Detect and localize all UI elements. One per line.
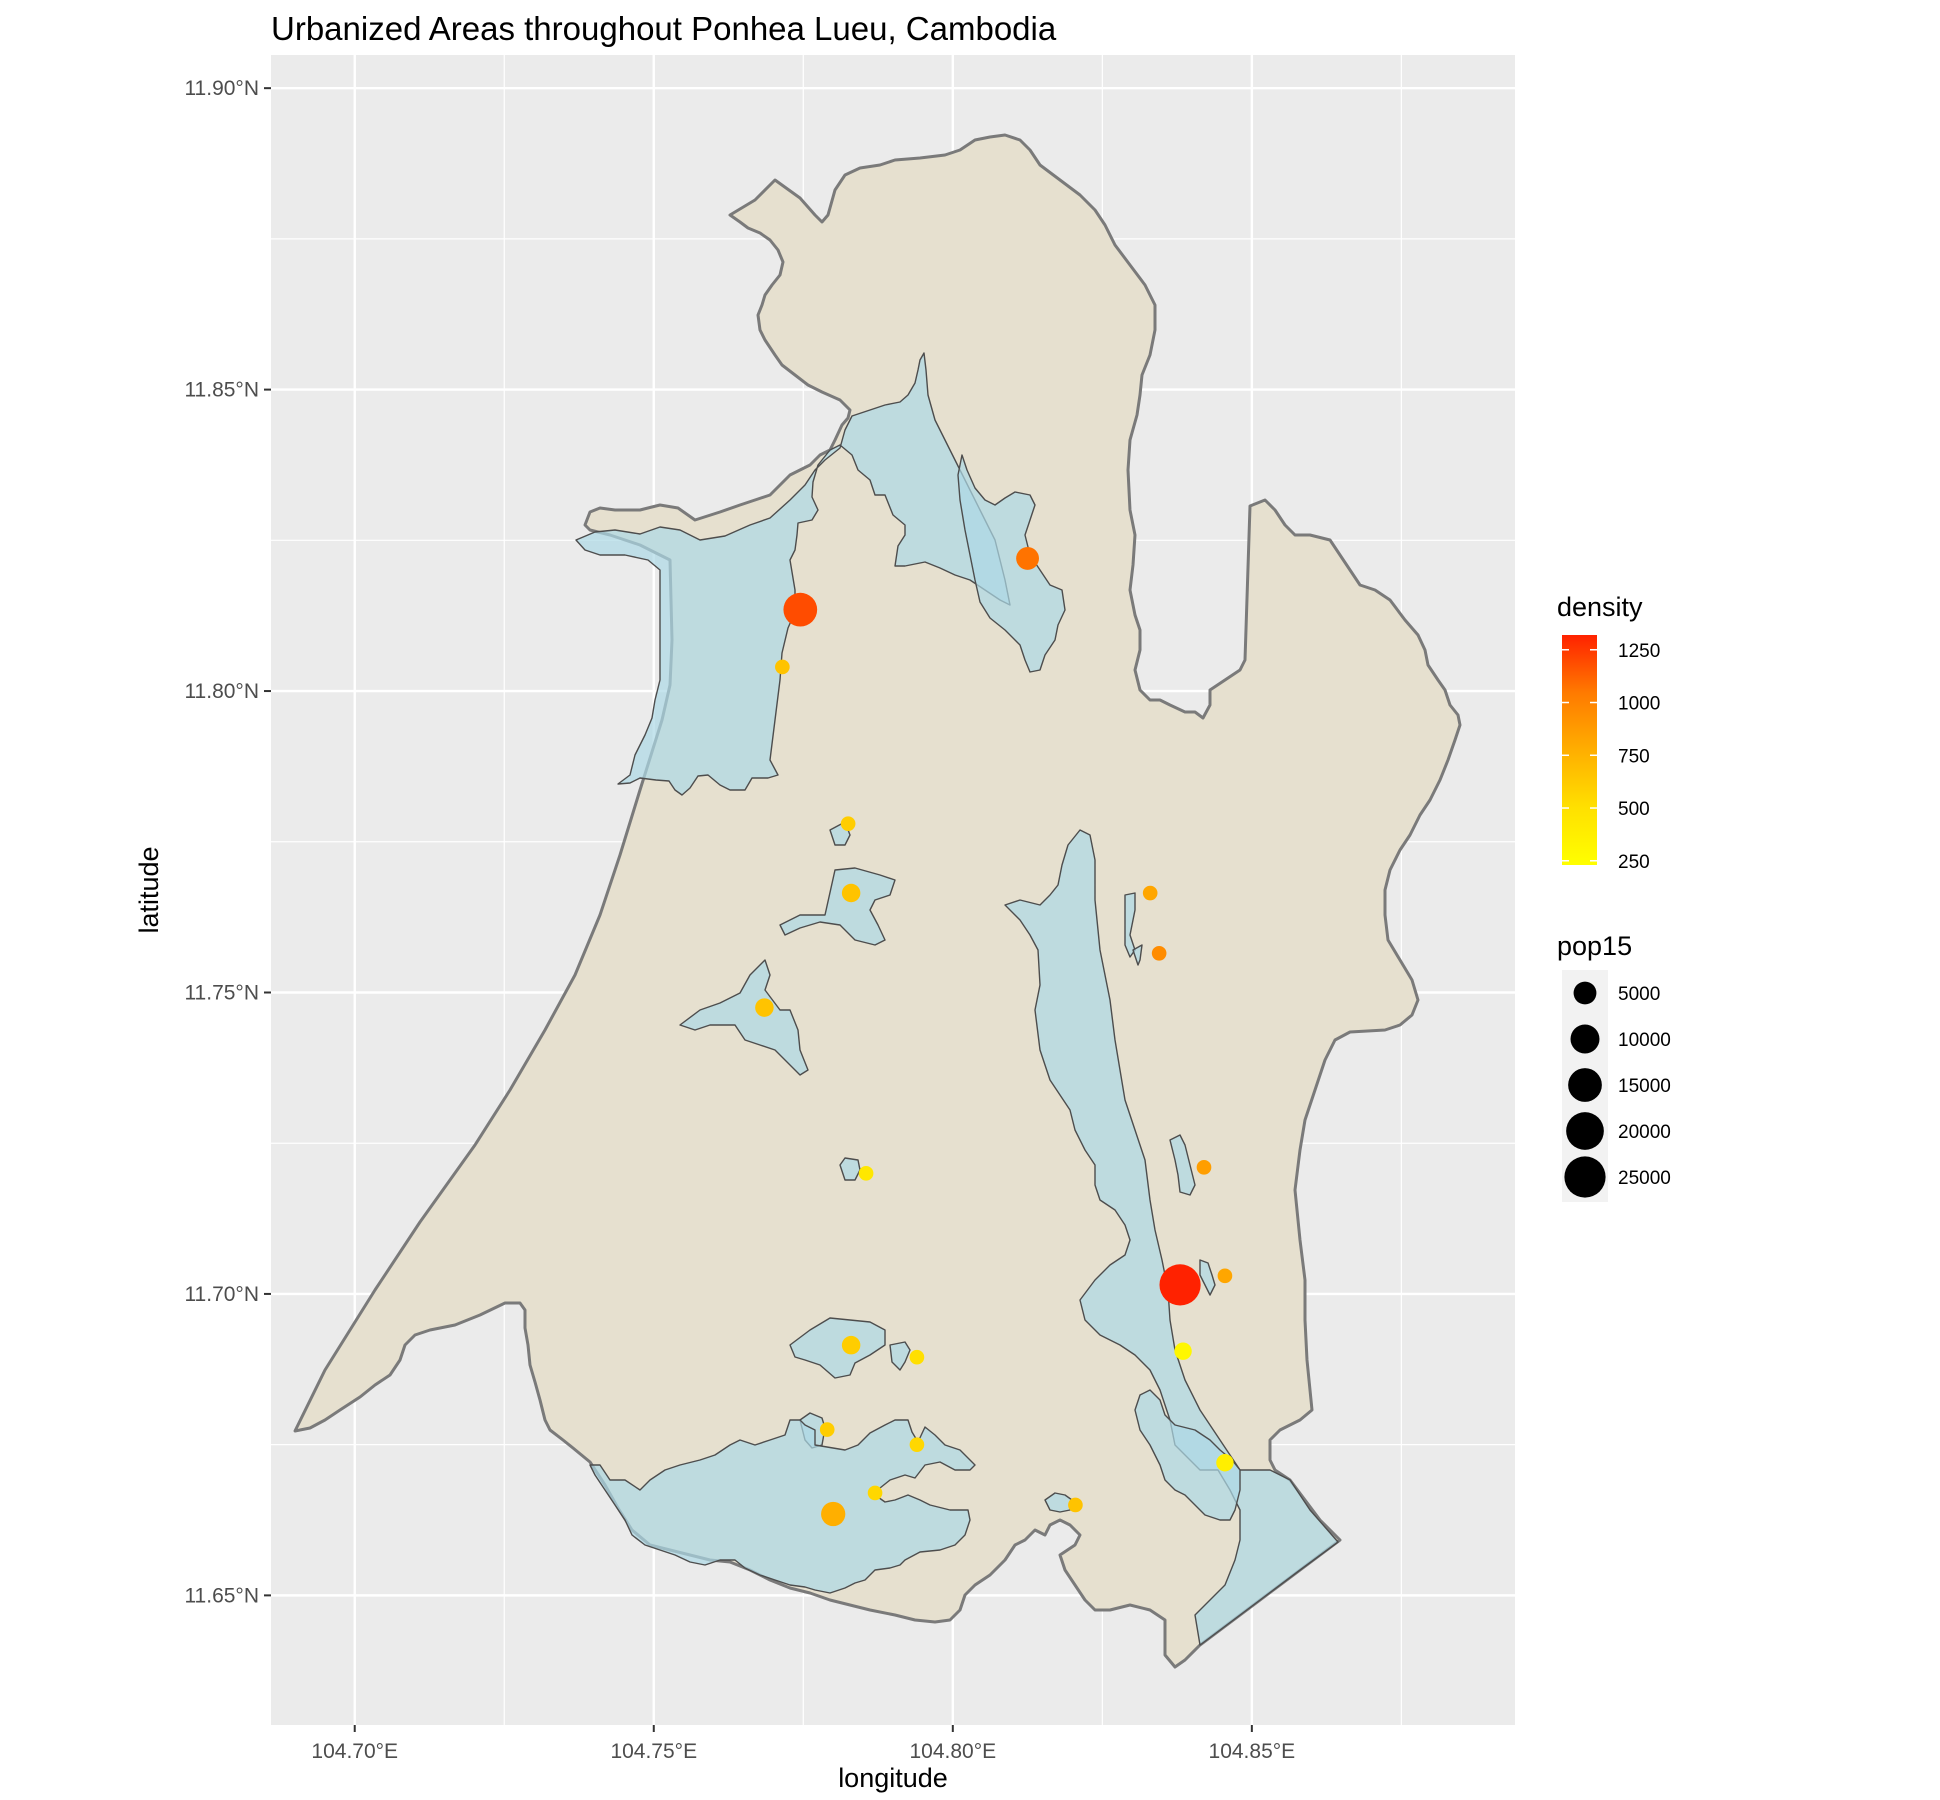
urban-area — [889, 1341, 911, 1371]
pop15-legend-key — [1573, 981, 1597, 1005]
urban-area — [1132, 944, 1143, 966]
pop15-legend-label: 20000 — [1618, 1122, 1671, 1143]
urban-point — [841, 1335, 861, 1355]
y-axis-title: latitude — [134, 846, 164, 933]
urban-point — [1196, 1160, 1212, 1175]
x-tick-label: 104.85°E — [1209, 1740, 1296, 1763]
urban-area — [1134, 1389, 1241, 1521]
urban-point — [775, 659, 790, 675]
y-tick-label: 11.75°N — [184, 981, 259, 1004]
urban-point — [1142, 885, 1158, 901]
urban-point — [1068, 1497, 1083, 1513]
urban-point — [867, 1485, 883, 1501]
chart-title: Urbanized Areas throughout Ponhea Lueu, … — [271, 10, 1057, 47]
pop15-legend: pop15 5000 10000 15000 20000 25000 — [1557, 931, 1671, 1202]
pop15-legend-key — [1570, 1024, 1600, 1054]
urban-point — [1216, 1454, 1234, 1472]
urban-point — [1016, 546, 1039, 570]
x-axis-title: longitude — [838, 1763, 948, 1793]
urban-point — [783, 592, 818, 627]
urban-point — [909, 1349, 925, 1365]
y-tick-label: 11.80°N — [184, 680, 259, 703]
urban-point — [841, 883, 861, 903]
density-legend-label: 1250 — [1618, 641, 1660, 662]
x-tick-label: 104.70°E — [311, 1740, 398, 1763]
urban-point — [1159, 1264, 1201, 1306]
urban-point — [840, 816, 856, 832]
urban-point — [909, 1437, 925, 1452]
urban-area — [789, 1317, 886, 1379]
urban-area — [575, 352, 1011, 796]
urban-point — [1151, 945, 1167, 961]
density-legend-label: 750 — [1618, 746, 1650, 767]
pop15-legend-label: 10000 — [1618, 1030, 1671, 1051]
urban-area — [589, 1419, 976, 1594]
urban-area — [1199, 1259, 1216, 1296]
urban-area — [957, 454, 1066, 673]
y-tick-label: 11.70°N — [184, 1283, 259, 1306]
density-legend-label: 250 — [1618, 852, 1650, 873]
urban-point — [755, 998, 774, 1017]
pop15-legend-title: pop15 — [1557, 931, 1632, 961]
pop15-legend-key — [1564, 1156, 1606, 1198]
urban-point — [819, 1422, 835, 1437]
urban-area — [679, 959, 809, 1076]
urban-area — [779, 867, 896, 946]
urban-areas — [575, 352, 1339, 1646]
density-legend-label: 1000 — [1618, 694, 1660, 715]
density-legend-title: density — [1557, 592, 1643, 622]
urban-point — [858, 1166, 874, 1181]
urban-point — [1174, 1342, 1192, 1360]
density-colorbar — [1562, 635, 1597, 865]
pop15-legend-label: 25000 — [1618, 1168, 1671, 1189]
density-legend-label: 500 — [1618, 799, 1650, 820]
x-tick-label: 104.80°E — [909, 1740, 996, 1763]
urban-point — [1217, 1268, 1233, 1284]
pop15-legend-key — [1566, 1112, 1604, 1150]
point-layer — [755, 546, 1234, 1527]
x-tick-label: 104.75°E — [610, 1740, 697, 1763]
pop15-legend-label: 15000 — [1618, 1076, 1671, 1097]
axes: 104.70°E 104.75°E 104.80°E 104.85°E 11.65°N 1… — [184, 77, 1295, 1763]
urban-point — [821, 1501, 846, 1527]
urban-area — [1169, 1134, 1196, 1196]
y-tick-label: 11.65°N — [184, 1584, 259, 1607]
pop15-legend-label: 5000 — [1618, 984, 1660, 1005]
y-tick-label: 11.90°N — [184, 77, 259, 100]
density-legend: density 1250 1000 750 500 250 — [1557, 592, 1660, 873]
y-tick-label: 11.85°N — [184, 379, 259, 402]
pop15-legend-key — [1568, 1068, 1602, 1102]
